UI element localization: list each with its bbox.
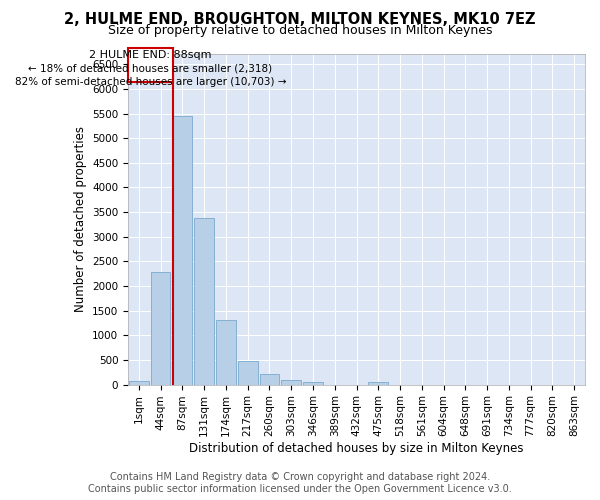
Text: 2 HULME END: 88sqm: 2 HULME END: 88sqm — [89, 50, 212, 60]
FancyBboxPatch shape — [128, 48, 173, 82]
Y-axis label: Number of detached properties: Number of detached properties — [74, 126, 86, 312]
Text: 2, HULME END, BROUGHTON, MILTON KEYNES, MK10 7EZ: 2, HULME END, BROUGHTON, MILTON KEYNES, … — [64, 12, 536, 28]
Bar — [129, 381, 149, 384]
Bar — [173, 116, 192, 384]
Bar — [281, 380, 301, 384]
Text: Contains HM Land Registry data © Crown copyright and database right 2024.
Contai: Contains HM Land Registry data © Crown c… — [88, 472, 512, 494]
Text: 82% of semi-detached houses are larger (10,703) →: 82% of semi-detached houses are larger (… — [14, 76, 286, 86]
Bar — [238, 362, 257, 384]
X-axis label: Distribution of detached houses by size in Milton Keynes: Distribution of detached houses by size … — [189, 442, 524, 455]
Text: Size of property relative to detached houses in Milton Keynes: Size of property relative to detached ho… — [108, 24, 492, 37]
Bar — [216, 320, 236, 384]
Bar — [151, 272, 170, 384]
Text: ← 18% of detached houses are smaller (2,318): ← 18% of detached houses are smaller (2,… — [28, 64, 272, 74]
Bar — [194, 218, 214, 384]
Bar — [260, 374, 279, 384]
Bar — [303, 382, 323, 384]
Bar — [368, 382, 388, 384]
